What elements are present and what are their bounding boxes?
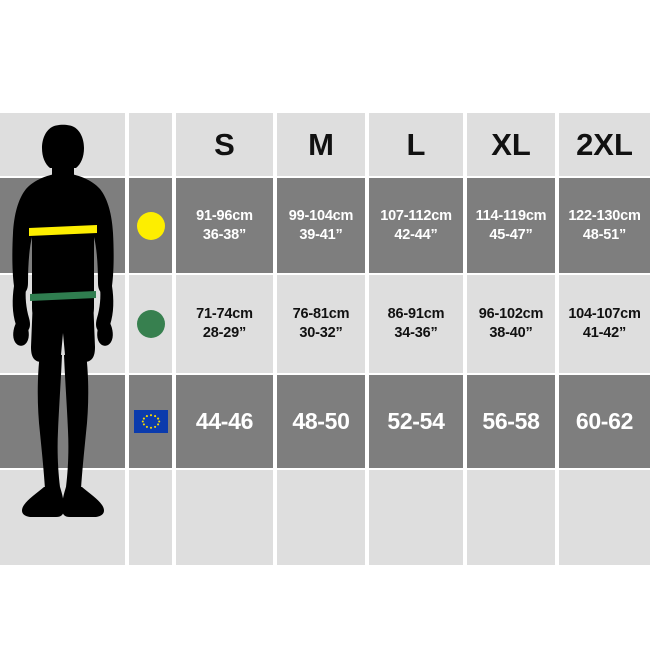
footer-cell-l [369,470,463,565]
chest-cm-l: 107-112cm [380,207,452,224]
waist-inch-xl: 38-40” [489,325,533,341]
header-size-s: S [176,113,273,176]
yellow-circle-icon [136,211,165,240]
footer-cell-xl [467,470,555,565]
header-size-l: L [369,113,463,176]
waist-cell-s: 71-74cm 28-29” [176,275,273,373]
chest-inch-l: 42-44” [394,226,438,243]
eu-cell-xl: 56-58 [467,375,555,468]
eu-cell-2xl: 60-62 [559,375,650,468]
figure-band-footer [0,470,125,565]
waist-inch-2xl: 41-42” [582,325,627,341]
eu-cell-m: 48-50 [277,375,365,468]
chest-cell-2xl: 122-130cm 48-51” [559,178,650,273]
waist-inch-l: 34-36” [394,325,438,341]
waist-cm-2xl: 104-107cm [568,306,641,323]
chest-cm-xl: 114-119cm [475,207,547,224]
chest-inch-m: 39-41” [299,226,343,243]
waist-inch-m: 30-32” [299,325,343,341]
chest-inch-s: 36-38” [202,226,247,243]
icon-column [129,113,172,565]
chest-cell-l: 107-112cm 42-44” [369,178,463,273]
chest-inch-2xl: 48-51” [582,226,627,243]
waist-cell-l: 86-91cm 34-36” [369,275,463,373]
eu-cell-l: 52-54 [369,375,463,468]
icon-band-footer [129,470,172,565]
waist-measure-line [30,291,96,301]
figure-column [0,113,125,565]
waist-cm-xl: 96-102cm [478,306,544,323]
chest-measure-line [29,225,97,236]
eu-flag-icon [133,410,168,433]
footer-cell-m [277,470,365,565]
chest-cell-s: 91-96cm 36-38” [176,178,273,273]
chest-cm-m: 99-104cm [288,207,354,224]
header-size-m: M [277,113,365,176]
waist-cm-l: 86-91cm [387,306,445,323]
waist-cell-2xl: 104-107cm 41-42” [559,275,650,373]
chest-cell-m: 99-104cm 39-41” [277,178,365,273]
waist-inch-s: 28-29” [202,325,247,341]
size-chart-table: S M L XL 2XL 91-96cm 36-38” 99-104cm 39-… [0,113,650,565]
icon-cell-waist [129,275,172,373]
green-circle-icon [136,310,165,338]
icon-cell-chest [129,178,172,273]
footer-cell-s [176,470,273,565]
chest-cm-s: 91-96cm [196,207,253,224]
waist-cell-xl: 96-102cm 38-40” [467,275,555,373]
male-silhouette [12,124,114,517]
waist-cm-s: 71-74cm [196,306,253,323]
footer-cell-2xl [559,470,650,565]
waist-cm-m: 76-81cm [292,306,350,323]
icon-cell-eu [129,375,172,468]
header-size-2xl: 2XL [559,113,650,176]
chest-cm-2xl: 122-130cm [568,207,641,224]
figure-band-eu [0,375,125,468]
chest-cell-xl: 114-119cm 45-47” [467,178,555,273]
header-size-xl: XL [467,113,555,176]
waist-cell-m: 76-81cm 30-32” [277,275,365,373]
eu-cell-s: 44-46 [176,375,273,468]
chest-inch-xl: 45-47” [489,226,533,243]
icon-band-header [129,113,172,176]
